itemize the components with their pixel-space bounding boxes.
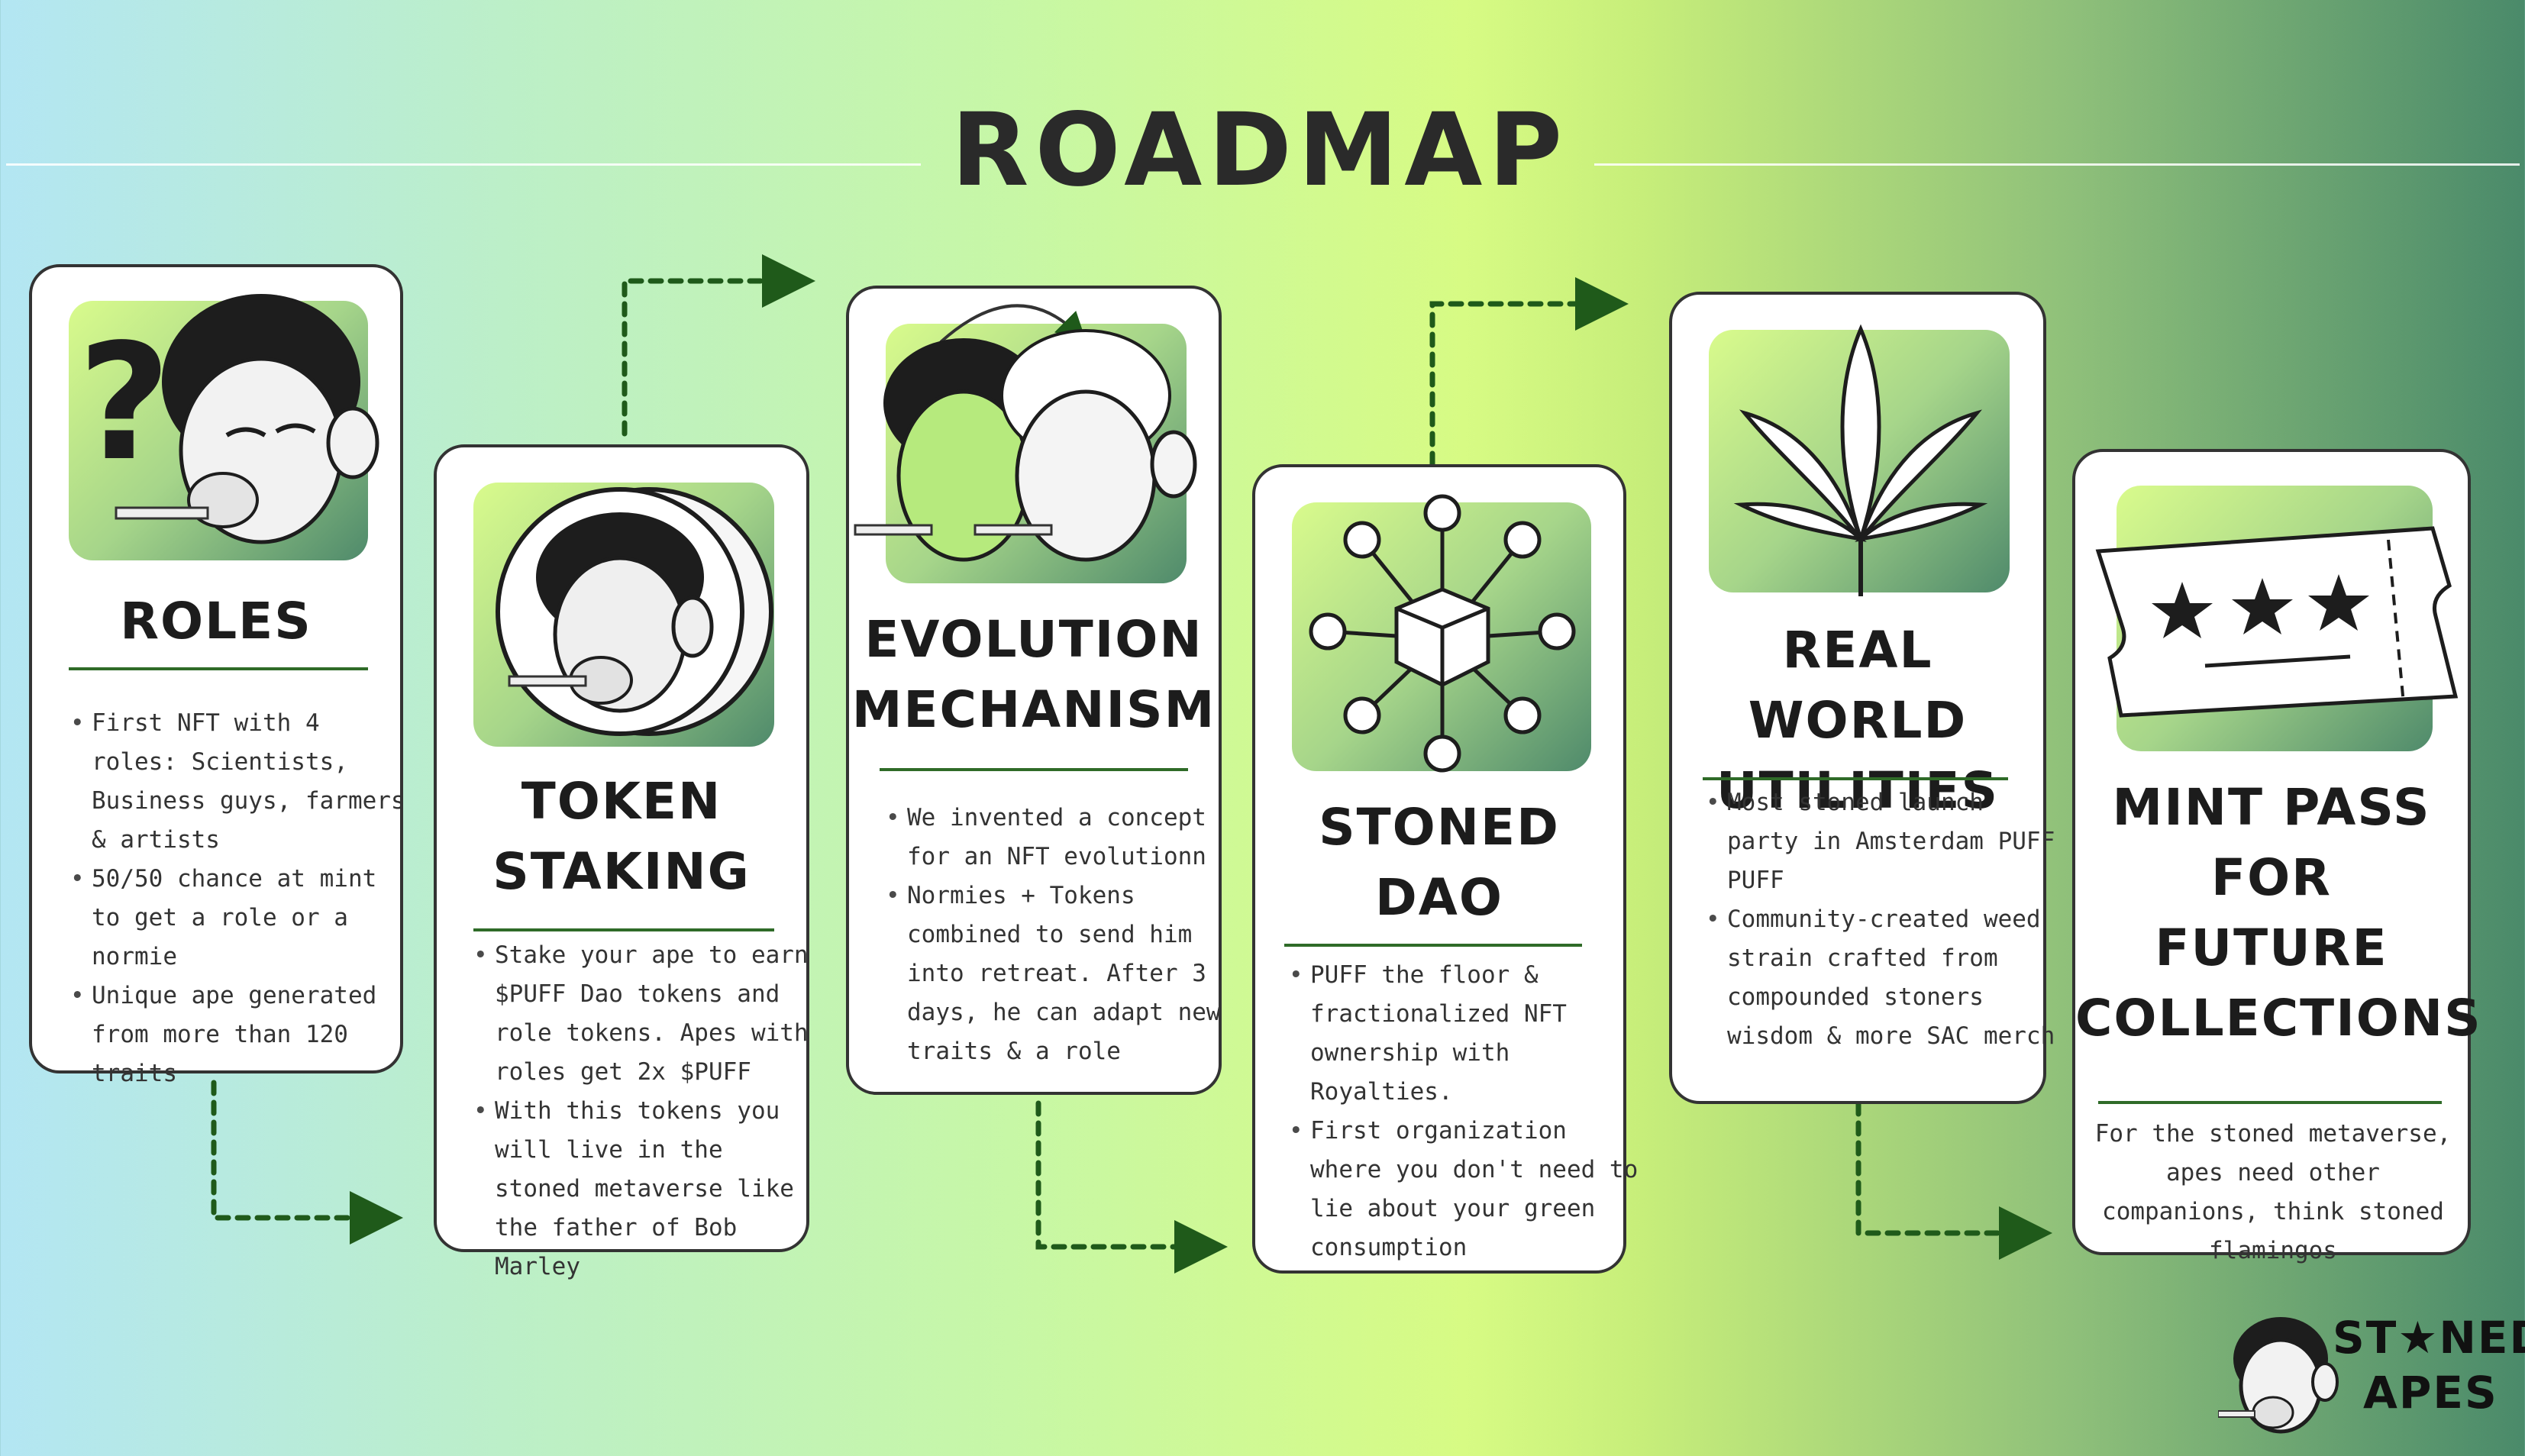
svg-text:?: ? bbox=[78, 309, 171, 496]
connector-utilities-mintpass bbox=[1855, 1100, 2052, 1260]
list-item: Community-created weed strain crafted fr… bbox=[1706, 900, 2063, 1056]
evolution-title: EVOLUTION MECHANISM bbox=[851, 610, 1216, 739]
evolution-bullets: We invented a concept for an NFT evoluti… bbox=[884, 799, 1225, 1071]
card-mint-pass: MINT PASS FOR FUTURE COLLECTIONS For the… bbox=[2072, 449, 2482, 1264]
dao-title: STONED DAO bbox=[1319, 798, 1560, 927]
card-token-staking: TOKEN STAKING Stake your ape to earn $PU… bbox=[434, 444, 809, 1280]
card-stoned-dao: STONED DAO PUFF the floor & fractionaliz… bbox=[1252, 464, 1638, 1274]
connector-evolution-dao bbox=[1035, 1100, 1228, 1274]
connector-token-evolution bbox=[622, 254, 815, 437]
title-rule-right bbox=[1594, 163, 2520, 166]
list-item: 50/50 chance at mint to get a role or a … bbox=[70, 860, 412, 977]
ape-evolution-icon bbox=[854, 304, 1197, 562]
utilities-bullets: Most stoned launch party in Amsterdam PU… bbox=[1704, 783, 2063, 1056]
list-item: We invented a concept for an NFT evoluti… bbox=[886, 799, 1225, 877]
roles-bullets: First NFT with 4 roles: Scientists, Busi… bbox=[69, 704, 412, 1093]
cannabis-leaf-icon bbox=[1733, 324, 1988, 596]
connector-roles-token bbox=[211, 1080, 403, 1245]
page-title: ROADMAP bbox=[951, 92, 1569, 209]
ticket-icon bbox=[2095, 526, 2459, 718]
dao-bullets: PUFF the floor & fractionalized NFT owne… bbox=[1287, 956, 1639, 1267]
list-item: First NFT with 4 roles: Scientists, Busi… bbox=[70, 704, 412, 860]
roles-divider bbox=[69, 667, 368, 670]
token-title: TOKEN STAKING bbox=[492, 772, 751, 901]
stoned-apes-logo: ST★NED APES bbox=[2218, 1306, 2525, 1435]
list-item: With this tokens you will live in the st… bbox=[473, 1092, 822, 1287]
connector-dao-utilities bbox=[1429, 277, 1629, 467]
list-item: Stake your ape to earn $PUFF Dao tokens … bbox=[473, 936, 822, 1092]
mintpass-text: For the stoned metaverse, apes need othe… bbox=[2094, 1120, 2452, 1264]
dao-divider bbox=[1284, 944, 1582, 947]
token-divider bbox=[473, 928, 774, 931]
list-item: PUFF the floor & fractionalized NFT owne… bbox=[1289, 956, 1639, 1112]
ape-question-icon: ? bbox=[78, 294, 379, 544]
ape-coin-icon bbox=[496, 487, 773, 736]
list-item: Most stoned launch party in Amsterdam PU… bbox=[1706, 783, 2063, 900]
list-item: First organization where you don't need … bbox=[1289, 1112, 1639, 1267]
utilities-divider bbox=[1703, 777, 2008, 780]
token-bullets: Stake your ape to earn $PUFF Dao tokens … bbox=[472, 936, 822, 1287]
list-item: Unique ape generated from more than 120 … bbox=[70, 977, 412, 1093]
logo-line1: ST★NED bbox=[2333, 1312, 2525, 1364]
card-evolution: EVOLUTION MECHANISM We invented a concep… bbox=[846, 286, 1222, 1095]
list-item: Normies + Tokens combined to send him in… bbox=[886, 877, 1225, 1071]
card-roles: ? ROLES First NFT with 4 roles: Scientis… bbox=[29, 264, 405, 1087]
dao-network-icon bbox=[1309, 494, 1576, 773]
card-real-world-utilities: REAL WORLD UTILITIES Most stoned launch … bbox=[1669, 292, 2055, 1104]
evolution-divider bbox=[880, 768, 1188, 771]
mintpass-title: MINT PASS FOR FUTURE COLLECTIONS bbox=[2075, 778, 2482, 1048]
roles-title: ROLES bbox=[120, 592, 312, 651]
logo-line2: APES bbox=[2363, 1367, 2498, 1419]
logo-ape-icon bbox=[2218, 1317, 2339, 1434]
mintpass-divider bbox=[2098, 1101, 2442, 1104]
title-rule-left bbox=[6, 163, 921, 166]
